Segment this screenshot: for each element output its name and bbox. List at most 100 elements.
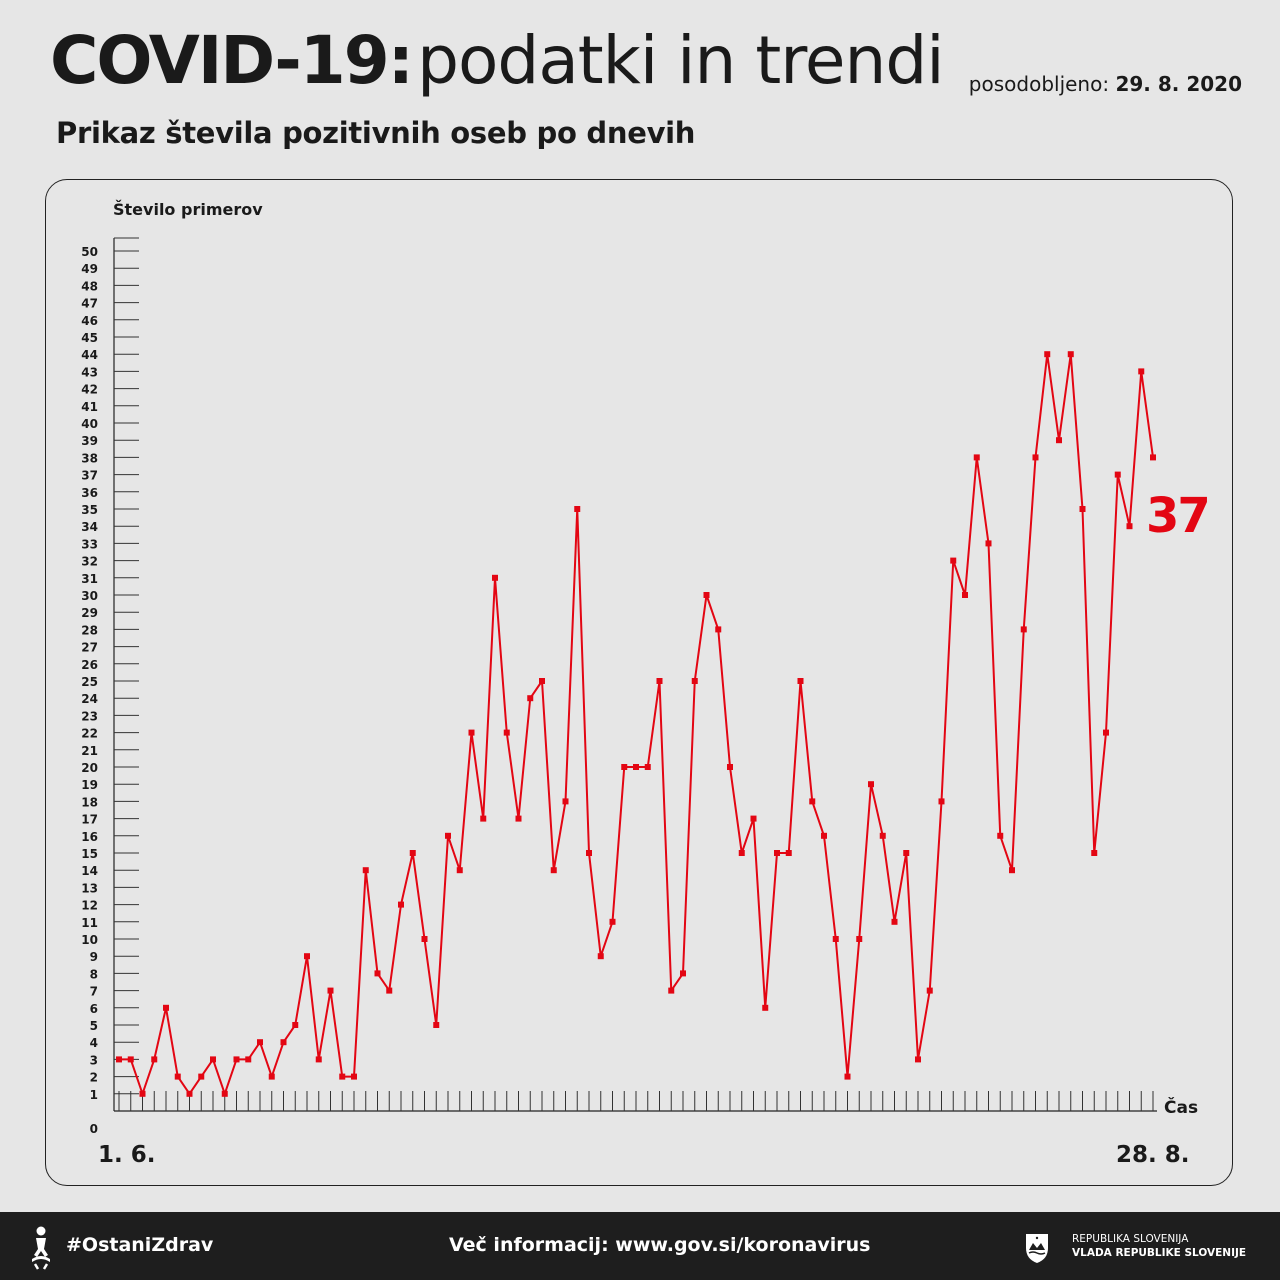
y-tick-label: 34 xyxy=(81,520,98,534)
data-point xyxy=(1032,454,1039,461)
data-point xyxy=(762,1004,769,1011)
y-tick-label: 6 xyxy=(90,1002,98,1016)
y-tick-label: 17 xyxy=(81,813,98,827)
data-point xyxy=(127,1056,134,1063)
data-point xyxy=(374,970,381,977)
y-tick-label: 0 xyxy=(90,1122,98,1136)
data-point xyxy=(386,987,393,994)
data-point xyxy=(821,832,827,839)
hashtag-label: #OstaniZdrav xyxy=(66,1234,214,1256)
data-point xyxy=(480,815,487,822)
y-tick-label: 45 xyxy=(81,331,98,345)
data-point xyxy=(163,1004,169,1011)
data-point xyxy=(1103,729,1109,736)
updated-date: 29. 8. 2020 xyxy=(1115,72,1242,96)
data-point xyxy=(186,1090,193,1097)
data-point xyxy=(139,1090,146,1097)
gov-line-1: REPUBLIKA SLOVENIJA xyxy=(1072,1233,1189,1245)
data-point xyxy=(973,454,980,461)
y-tick-label: 24 xyxy=(81,692,98,706)
y-tick-label: 22 xyxy=(81,727,98,741)
data-point xyxy=(280,1039,287,1046)
data-point xyxy=(503,729,510,736)
subtitle: Prikaz števila pozitivnih oseb po dnevih xyxy=(56,116,696,150)
y-tick-label: 5 xyxy=(90,1019,98,1033)
data-point xyxy=(210,1056,216,1063)
data-point xyxy=(1138,368,1145,375)
data-point xyxy=(550,867,557,874)
data-point xyxy=(1056,437,1062,444)
y-tick-label: 8 xyxy=(90,967,98,981)
y-tick-label: 11 xyxy=(81,916,98,930)
data-point xyxy=(151,1056,158,1063)
y-tick-label: 20 xyxy=(81,761,98,775)
data-point xyxy=(1114,471,1121,478)
gov-line-2: VLADA REPUBLIKE SLOVENIJE xyxy=(1072,1247,1247,1259)
x-end-label: 28. 8. xyxy=(1116,1142,1190,1168)
data-point xyxy=(456,867,463,874)
data-point xyxy=(468,729,475,736)
data-point xyxy=(304,953,310,960)
y-tick-label: 38 xyxy=(81,451,98,465)
data-point xyxy=(891,918,898,925)
data-point xyxy=(903,850,910,856)
data-point xyxy=(327,987,334,994)
data-point xyxy=(586,850,592,856)
data-point xyxy=(1044,351,1051,358)
y-tick-label: 15 xyxy=(81,847,98,861)
y-tick-label: 3 xyxy=(90,1053,98,1067)
y-tick-label: 29 xyxy=(81,606,98,620)
title-light: podatki in trendi xyxy=(417,22,944,99)
y-tick-label: 32 xyxy=(81,555,98,569)
updated-info: posodobljeno: 29. 8. 2020 xyxy=(969,72,1242,96)
data-point xyxy=(245,1056,252,1063)
y-tick-label: 49 xyxy=(81,262,98,276)
data-point xyxy=(539,678,545,684)
chart-panel xyxy=(45,179,1233,1186)
data-point xyxy=(727,764,733,770)
data-point xyxy=(926,987,933,994)
y-tick-label: 42 xyxy=(81,383,98,397)
slovenia-coat-of-arms-icon xyxy=(1026,1234,1048,1263)
data-point xyxy=(644,764,651,770)
data-point xyxy=(562,798,569,805)
data-point xyxy=(351,1073,357,1080)
data-point xyxy=(221,1090,228,1097)
data-point xyxy=(339,1073,346,1080)
y-tick-label: 16 xyxy=(81,830,98,844)
data-point xyxy=(174,1073,181,1080)
data-point xyxy=(116,1056,122,1063)
data-point xyxy=(938,798,945,805)
data-point xyxy=(362,867,369,874)
data-point xyxy=(985,540,992,547)
x-axis-label: Čas xyxy=(1164,1096,1198,1118)
data-point xyxy=(574,506,581,512)
last-value-label: 37 xyxy=(1146,488,1209,544)
data-point xyxy=(315,1056,322,1063)
data-point xyxy=(844,1073,851,1080)
y-tick-label: 43 xyxy=(81,365,98,379)
government-label: REPUBLIKA SLOVENIJA VLADA REPUBLIKE SLOV… xyxy=(1072,1232,1246,1260)
data-point xyxy=(633,764,639,770)
y-tick-label: 7 xyxy=(90,985,98,999)
data-point xyxy=(421,936,428,942)
y-tick-label: 36 xyxy=(81,486,98,500)
data-point xyxy=(1067,351,1074,358)
data-point xyxy=(433,1022,440,1028)
person-figure-icon xyxy=(32,1226,50,1270)
data-point xyxy=(785,850,792,856)
y-tick-label: 4 xyxy=(90,1036,98,1050)
line-chart: Število primerov012345678910111213141516… xyxy=(81,200,1211,1168)
y-tick-label: 9 xyxy=(90,950,98,964)
y-tick-label: 46 xyxy=(81,314,98,328)
title-bold: COVID-19: xyxy=(50,22,414,99)
data-point xyxy=(856,936,863,942)
data-point xyxy=(268,1073,275,1080)
title: COVID-19: podatki in trendi xyxy=(50,22,945,112)
data-point xyxy=(492,574,498,581)
data-point xyxy=(409,850,416,856)
y-tick-label: 41 xyxy=(81,400,98,414)
y-tick-label: 13 xyxy=(81,881,98,895)
more-info-link[interactable]: Več informacij: www.gov.si/koronavirus xyxy=(449,1234,871,1256)
data-point xyxy=(1020,626,1027,633)
